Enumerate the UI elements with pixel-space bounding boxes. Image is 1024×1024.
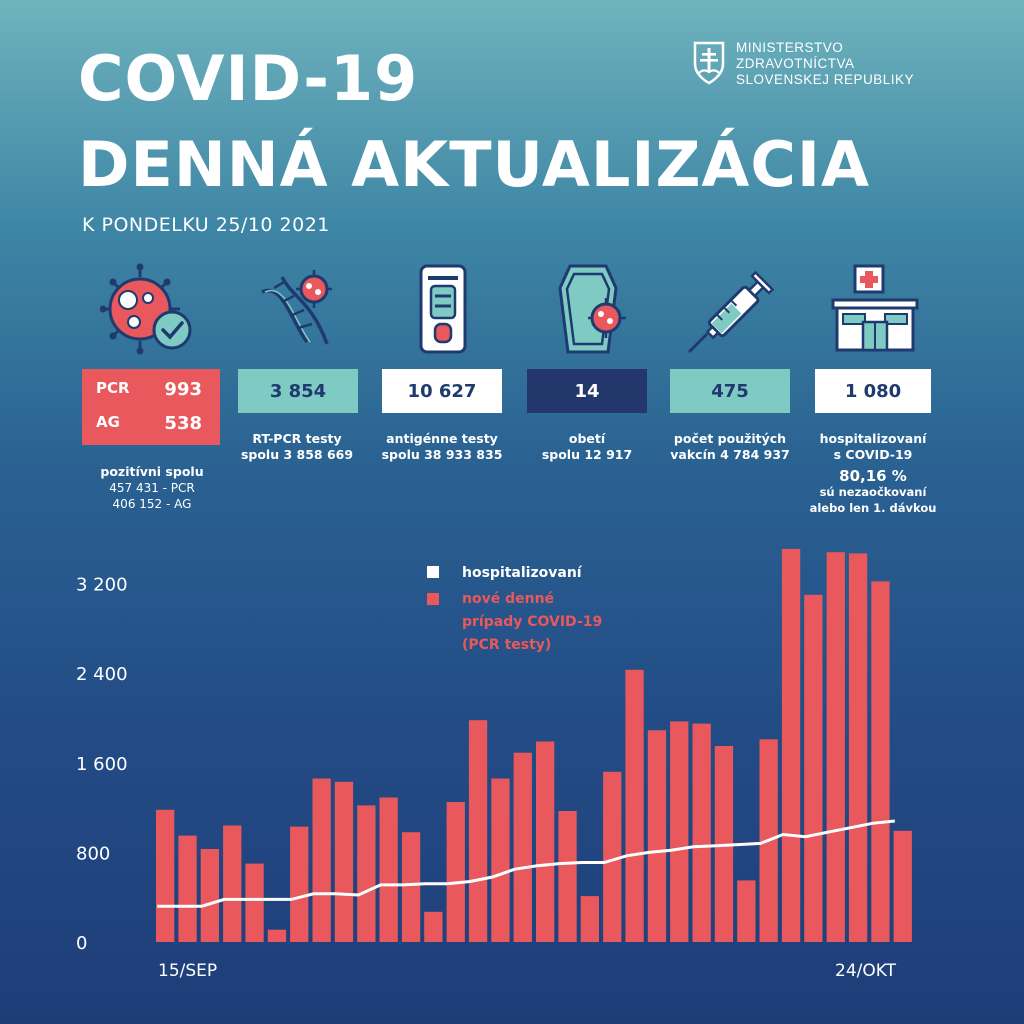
pcr-label: PCR xyxy=(96,379,130,397)
test-kit-icon xyxy=(419,264,467,354)
hospitalized-value-box: 1 080 xyxy=(815,369,931,413)
cases-hospitalized-chart: 0 800 1 600 2 400 3 200 hospitalizovaní nové… xyxy=(76,548,912,981)
deaths-caption: obetí spolu 12 917 xyxy=(512,431,662,463)
positive-detail-pcr: 457 431 - PCR xyxy=(109,481,195,495)
case-bar xyxy=(871,581,890,942)
report-date: K PONDELKU 25/10 2021 xyxy=(82,214,330,236)
case-bar xyxy=(737,880,756,942)
hospital-caption-1: hospitalizovaní xyxy=(819,431,927,446)
case-bar xyxy=(312,778,331,942)
unvaccinated-note-2: alebo len 1. dávkou xyxy=(809,501,937,515)
title-line-2: DENNÁ AKTUALIZÁCIA xyxy=(78,128,870,201)
positive-caption: pozitívni spolu 457 431 - PCR 406 152 - … xyxy=(72,464,232,512)
deaths-caption-1: obetí xyxy=(568,431,606,446)
case-bar xyxy=(893,830,912,942)
case-bar xyxy=(446,802,465,942)
y-tick-label: 3 200 xyxy=(76,575,128,596)
ag-label: AG xyxy=(96,413,120,431)
case-bar xyxy=(647,730,667,942)
case-bar xyxy=(804,594,823,942)
positive-cases-box: PCR 993 AG 538 xyxy=(82,369,220,445)
case-bar xyxy=(491,778,510,942)
x-label-end: 24/OKT xyxy=(835,961,897,981)
chart-legend: hospitalizovaní nové denné prípady COVID… xyxy=(427,565,602,653)
unvaccinated-note-1: sú nezaočkovaní xyxy=(819,485,927,499)
ministry-line-1: MINISTERSTVO xyxy=(736,40,844,55)
daily-cases-bars xyxy=(156,548,912,942)
y-axis: 0 800 1 600 2 400 3 200 xyxy=(76,575,128,954)
case-bar xyxy=(468,720,488,942)
hospitalized-line xyxy=(157,819,895,908)
deaths-value-box: 14 xyxy=(527,369,647,413)
case-bar xyxy=(848,553,868,942)
unvaccinated-percent: 80,16 % xyxy=(839,467,907,485)
vaccines-value-box: 475 xyxy=(670,369,790,413)
vaccines-caption: počet použitých vakcín 4 784 937 xyxy=(655,431,805,463)
rtpcr-caption-2: spolu 3 858 669 xyxy=(240,447,354,462)
case-bar xyxy=(692,723,711,942)
case-bar xyxy=(558,811,577,942)
case-bar xyxy=(334,781,354,942)
case-bar xyxy=(424,911,443,942)
legend-swatch-hospitalized xyxy=(427,566,439,578)
ministry-line-2: ZDRAVOTNÍCTVA xyxy=(736,56,855,71)
y-tick-label: 1 600 xyxy=(76,754,128,775)
y-tick-label: 2 400 xyxy=(76,664,128,685)
pcr-value: 993 xyxy=(164,379,202,400)
y-tick-label: 800 xyxy=(76,843,110,864)
antigen-caption-2: spolu 38 933 835 xyxy=(381,447,503,462)
case-bar xyxy=(781,548,801,942)
hospital-icon xyxy=(831,264,919,352)
case-bar xyxy=(223,825,242,942)
legend-hospitalized: hospitalizovaní xyxy=(462,565,583,581)
case-bar xyxy=(603,771,622,942)
case-bar xyxy=(267,929,287,942)
rtpcr-caption-1: RT-PCR testy xyxy=(252,431,342,446)
legend-cases-line-3: (PCR testy) xyxy=(462,637,551,653)
positive-caption-title: pozitívni spolu xyxy=(100,464,204,479)
legend-swatch-cases xyxy=(427,593,439,605)
virus-check-icon xyxy=(100,263,192,355)
case-bar xyxy=(625,669,644,942)
syringe-icon xyxy=(687,270,775,354)
antigen-value-box: 10 627 xyxy=(382,369,502,413)
case-bar xyxy=(156,809,175,942)
rtpcr-value-box: 3 854 xyxy=(238,369,358,413)
ministry-logo: MINISTERSTVO ZDRAVOTNÍCTVA SLOVENSKEJ RE… xyxy=(692,40,914,88)
dna-virus-icon xyxy=(261,270,332,345)
vaccines-caption-2: vakcín 4 784 937 xyxy=(670,447,790,462)
case-bar xyxy=(178,835,197,942)
case-bar xyxy=(670,721,689,942)
case-bar xyxy=(580,896,599,942)
case-bar xyxy=(536,741,555,942)
rtpcr-caption: RT-PCR testy spolu 3 858 669 xyxy=(222,431,372,463)
coffin-icon xyxy=(558,264,626,354)
case-bar xyxy=(513,752,532,942)
legend-cases-line-1: nové denné xyxy=(462,591,554,607)
case-bar xyxy=(379,797,398,942)
antigen-caption-1: antigénne testy xyxy=(386,431,498,446)
case-bar xyxy=(357,805,376,942)
case-bar xyxy=(401,832,421,942)
hospital-caption: hospitalizovaní s COVID-19 80,16 % sú ne… xyxy=(798,431,948,516)
hospital-caption-2: s COVID-19 xyxy=(833,447,913,462)
title-line-1: COVID-19 xyxy=(78,42,419,115)
ag-value: 538 xyxy=(164,413,202,434)
case-bar xyxy=(245,863,264,942)
positive-detail-ag: 406 152 - AG xyxy=(112,497,192,511)
coat-of-arms-icon xyxy=(693,41,725,85)
case-bar xyxy=(200,849,219,942)
case-bar xyxy=(290,826,309,942)
y-tick-label: 0 xyxy=(76,933,87,954)
legend-cases-line-2: prípady COVID-19 xyxy=(462,614,602,630)
case-bar xyxy=(826,552,845,942)
deaths-caption-2: spolu 12 917 xyxy=(541,447,633,462)
ministry-line-3: SLOVENSKEJ REPUBLIKY xyxy=(736,72,915,87)
vaccines-caption-1: počet použitých xyxy=(673,431,787,446)
x-label-start: 15/SEP xyxy=(158,961,217,981)
antigen-caption: antigénne testy spolu 38 933 835 xyxy=(367,431,517,463)
